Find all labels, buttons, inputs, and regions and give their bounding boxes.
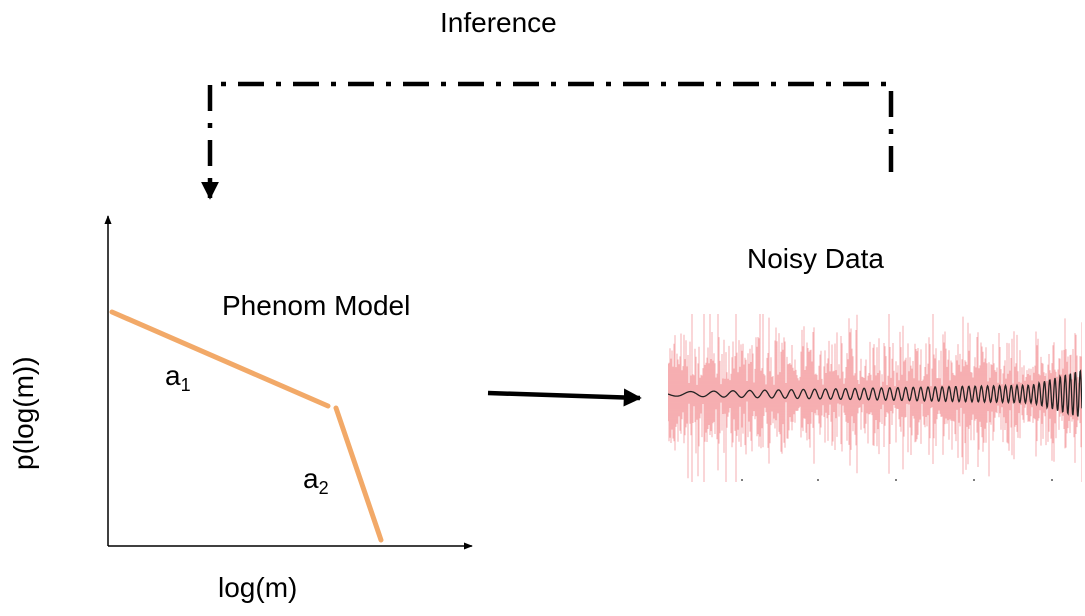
segment-a2-label: a2 — [303, 463, 329, 498]
model-segment-a2-line — [333, 405, 384, 543]
plot-tick — [973, 479, 975, 481]
noise-trace — [668, 314, 1082, 482]
segment-a1-symbol: a — [165, 360, 181, 391]
x-axis-label: log(m) — [218, 572, 298, 603]
noise-strokes — [668, 314, 1082, 482]
plot-tick — [1051, 479, 1053, 481]
noisy-data-plot — [668, 314, 1082, 482]
inference-label: Inference — [440, 7, 557, 38]
plot-ticks — [741, 479, 1053, 481]
signal-trace — [668, 369, 1082, 417]
inference-loop-arrow — [201, 81, 894, 200]
plot-tick — [741, 479, 743, 481]
plot-tick — [817, 479, 819, 481]
segment-a2-symbol: a — [303, 463, 319, 494]
phenom-model-label: Phenom Model — [222, 290, 411, 321]
y-axis-label: p(log(m)) — [8, 356, 39, 470]
segment-a2-subscript: 2 — [318, 478, 329, 498]
model-segment-a1-line — [109, 309, 331, 409]
forward-arrow — [487, 388, 642, 407]
plot-tick — [895, 479, 897, 481]
segment-a1-label: a1 — [165, 360, 191, 395]
noisy-data-label: Noisy Data — [747, 243, 884, 274]
segment-a1-subscript: 1 — [180, 375, 191, 395]
